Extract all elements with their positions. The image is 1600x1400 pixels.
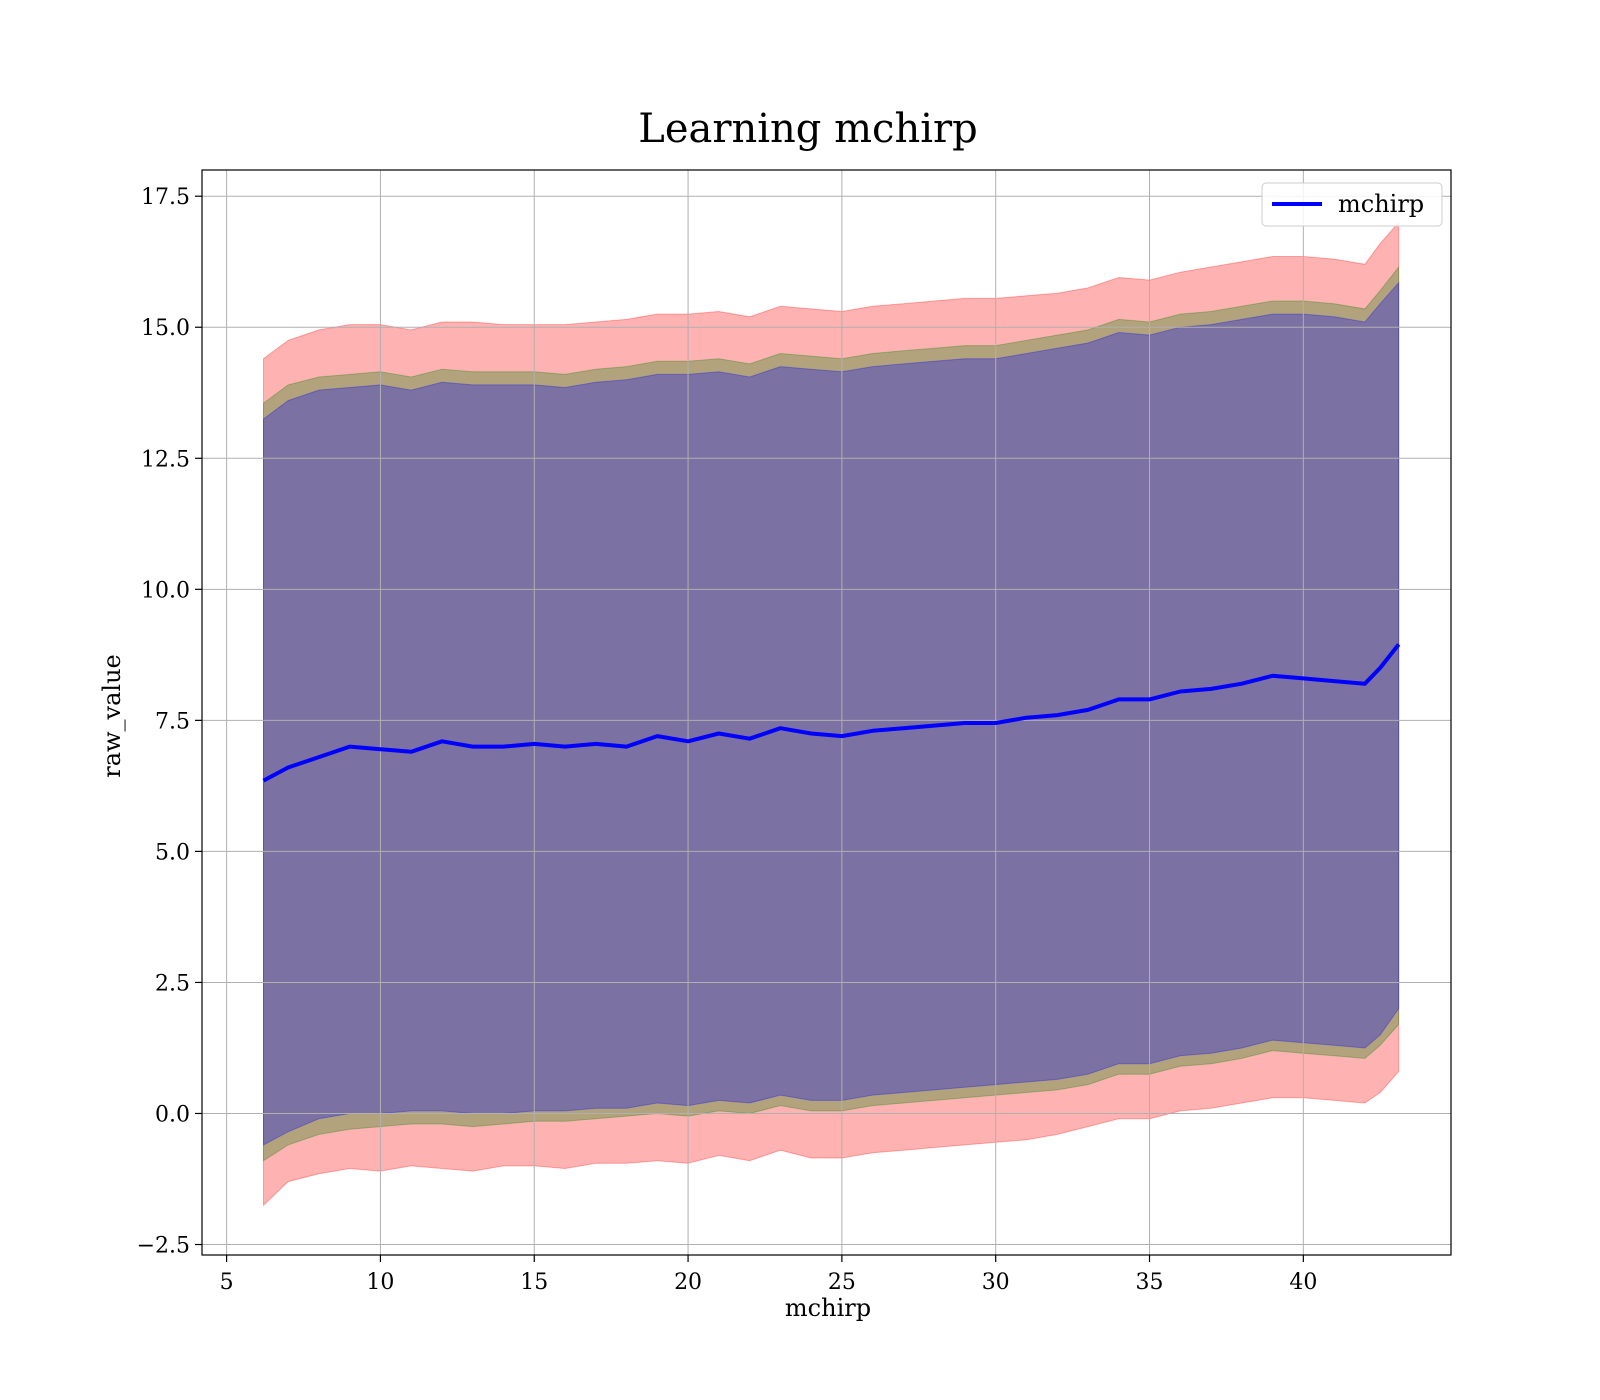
y-tick-label: 7.5	[155, 709, 190, 734]
y-tick-label: −2.5	[137, 1234, 190, 1259]
chart-title: Learning mchirp	[638, 106, 977, 152]
y-tick-label: 15.0	[141, 316, 190, 341]
y-tick-label: 0.0	[155, 1102, 190, 1127]
x-tick-label: 5	[220, 1270, 234, 1295]
y-axis-label: raw_value	[98, 654, 126, 778]
x-tick-label: 40	[1289, 1270, 1317, 1295]
plot-background	[202, 170, 1451, 1255]
legend-box	[1261, 182, 1443, 227]
x-tick-label: 20	[674, 1270, 702, 1295]
confidence-band-2	[263, 265, 1400, 1162]
axes-frame	[201, 169, 1452, 1256]
y-tick-label: 10.0	[141, 578, 190, 603]
y-tick-label: 2.5	[155, 971, 190, 996]
plot-area: 5 10 15 20 25 30 35 40 −2.5 0.0 2.5 5.0 7.5 10.0 12.5 1…	[137, 169, 1452, 1295]
x-tick-label: 10	[366, 1270, 394, 1295]
y-tick-label: 5.0	[155, 840, 190, 865]
x-tick-label: 15	[520, 1270, 548, 1295]
x-tick-label: 25	[828, 1270, 856, 1295]
y-tick-label: 17.5	[141, 185, 190, 210]
legend-label-mchirp: mchirp	[1338, 190, 1424, 218]
confidence-band-3	[263, 281, 1400, 1146]
legend: mchirp	[1261, 182, 1443, 227]
x-axis-label: mchirp	[785, 1294, 871, 1322]
x-tick-label: 30	[982, 1270, 1010, 1295]
y-tick-label: 12.5	[141, 447, 190, 472]
confidence-band-1	[263, 221, 1400, 1207]
series-line-mchirp	[262, 643, 1401, 783]
x-tick-label: 35	[1136, 1270, 1164, 1295]
